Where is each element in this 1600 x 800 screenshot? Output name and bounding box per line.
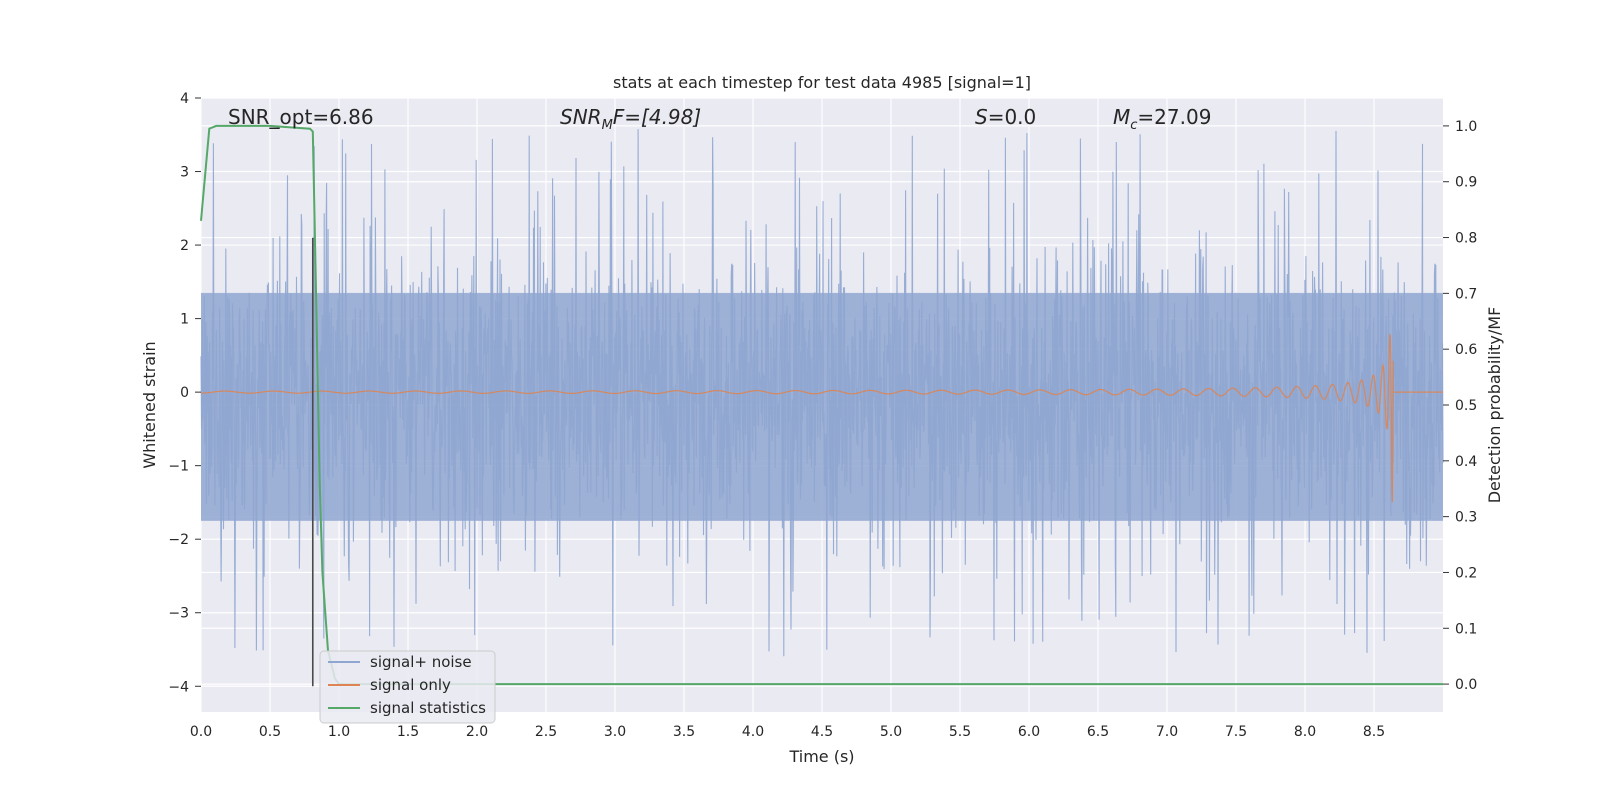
x-tick-label: 8.5 <box>1363 724 1385 740</box>
annotation-s: S=0.0 <box>975 105 1036 129</box>
x-tick-label: 0.5 <box>259 724 281 740</box>
y-tick-label: 2 <box>180 238 189 254</box>
legend-box <box>319 650 496 724</box>
ticks: 0.0 0.5 1.0 1.5 2.0 2.5 3.0 3.5 4.0 4.5 5.0 5.5 6.0 6… <box>168 91 1477 740</box>
legend-label-noise: signal+ noise <box>370 653 472 671</box>
y-right-tick-label: 0.2 <box>1455 565 1477 581</box>
x-tick-label: 3.0 <box>604 724 626 740</box>
y-tick-label: 4 <box>180 91 189 107</box>
y-right-tick-label: 0.1 <box>1455 621 1477 637</box>
y-right-tick-label: 0.8 <box>1455 231 1477 247</box>
annotation-snr-opt: SNR_opt=6.86 <box>228 105 374 129</box>
x-tick-label: 6.5 <box>1087 724 1109 740</box>
x-tick-label: 7.5 <box>1225 724 1247 740</box>
y-right-tick-label: 0.6 <box>1455 342 1477 358</box>
series-signal-noise <box>200 129 1444 657</box>
y-right-tick-label: 1.0 <box>1455 119 1477 135</box>
x-tick-label: 2.5 <box>535 724 557 740</box>
x-tick-label: 4.0 <box>742 724 764 740</box>
y-right-tick-label: 0.7 <box>1455 286 1477 302</box>
annotation-mc: Mc=27.09 <box>1113 105 1211 133</box>
y-right-tick-label: 0.4 <box>1455 454 1477 470</box>
x-tick-label: 4.5 <box>811 724 833 740</box>
mc-rest: =27.09 <box>1137 105 1211 129</box>
y-tick-label: −1 <box>168 459 189 475</box>
y-right-tick-label: 0.5 <box>1455 398 1477 414</box>
snr-mf-base: SNR <box>560 105 602 129</box>
y-tick-label: −4 <box>168 679 189 695</box>
x-tick-label: 1.0 <box>328 724 350 740</box>
annotation-snr-mf: SNRMF=[4.98] <box>560 105 701 133</box>
x-axis-label: Time (s) <box>788 747 854 766</box>
y-tick-label: 3 <box>180 165 189 181</box>
x-tick-label: 5.5 <box>949 724 971 740</box>
s-var: S <box>975 105 988 129</box>
series-signal-only <box>201 334 1443 503</box>
chart-title: stats at each timestep for test data 498… <box>613 73 1031 92</box>
x-tick-label: 7.0 <box>1156 724 1178 740</box>
y-tick-label: 1 <box>180 312 189 328</box>
mc-base: M <box>1113 105 1130 129</box>
x-tick-label: 0.0 <box>190 724 212 740</box>
legend: signal+ noise signal only signal statist… <box>319 650 496 724</box>
mc-sub: c <box>1130 118 1137 133</box>
legend-label-signal: signal only <box>370 676 451 694</box>
x-tick-label: 3.5 <box>673 724 695 740</box>
y-axis-label: Whitened strain <box>140 341 159 468</box>
y-tick-label: −2 <box>168 532 189 548</box>
snr-mf-sub: M <box>602 118 613 133</box>
x-tick-label: 2.0 <box>466 724 488 740</box>
x-tick-label: 1.5 <box>397 724 419 740</box>
y-tick-label: 0 <box>180 385 189 401</box>
y-right-tick-label: 0.0 <box>1455 677 1477 693</box>
plot-layer <box>200 124 1444 687</box>
x-tick-label: 6.0 <box>1018 724 1040 740</box>
y-tick-label: −3 <box>168 606 189 622</box>
legend-label-stats: signal statistics <box>370 699 486 717</box>
y-right-tick-label: 0.9 <box>1455 175 1477 191</box>
y-axis-right-label: Detection probability/MF <box>1485 307 1504 504</box>
x-tick-label: 8.0 <box>1294 724 1316 740</box>
y-right-tick-label: 0.3 <box>1455 510 1477 526</box>
snr-mf-rest: F=[4.98] <box>613 105 701 129</box>
s-rest: =0.0 <box>988 105 1037 129</box>
x-tick-label: 5.0 <box>880 724 902 740</box>
